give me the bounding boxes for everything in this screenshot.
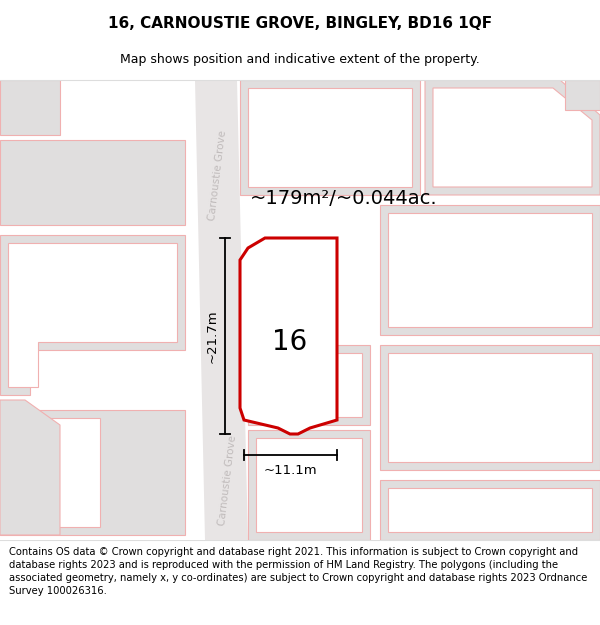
Polygon shape [195, 80, 248, 540]
Polygon shape [0, 410, 185, 535]
Text: ~11.1m: ~11.1m [263, 464, 317, 478]
Polygon shape [433, 88, 592, 187]
Polygon shape [248, 345, 370, 425]
Polygon shape [248, 430, 370, 540]
Text: ~179m²/~0.044ac.: ~179m²/~0.044ac. [250, 189, 437, 208]
Polygon shape [256, 353, 362, 417]
Polygon shape [380, 480, 600, 540]
Polygon shape [0, 400, 60, 535]
Polygon shape [565, 80, 600, 110]
Polygon shape [0, 140, 185, 225]
Polygon shape [8, 418, 100, 527]
Text: Contains OS data © Crown copyright and database right 2021. This information is : Contains OS data © Crown copyright and d… [9, 547, 587, 596]
Polygon shape [425, 80, 600, 195]
Polygon shape [256, 438, 362, 532]
Text: Carnoustie Grove: Carnoustie Grove [217, 434, 239, 526]
Polygon shape [248, 88, 412, 187]
Polygon shape [240, 238, 337, 434]
Polygon shape [8, 243, 177, 387]
Text: 16: 16 [272, 328, 308, 356]
Polygon shape [388, 213, 592, 327]
Polygon shape [380, 345, 600, 470]
Text: Carnoustie Grove: Carnoustie Grove [208, 129, 229, 221]
Text: Map shows position and indicative extent of the property.: Map shows position and indicative extent… [120, 54, 480, 66]
Polygon shape [0, 235, 185, 395]
Text: 16, CARNOUSTIE GROVE, BINGLEY, BD16 1QF: 16, CARNOUSTIE GROVE, BINGLEY, BD16 1QF [108, 16, 492, 31]
Polygon shape [380, 205, 600, 335]
Text: ~21.7m: ~21.7m [205, 309, 218, 362]
Polygon shape [0, 80, 60, 135]
Polygon shape [388, 488, 592, 532]
Polygon shape [388, 353, 592, 462]
Polygon shape [240, 80, 420, 195]
